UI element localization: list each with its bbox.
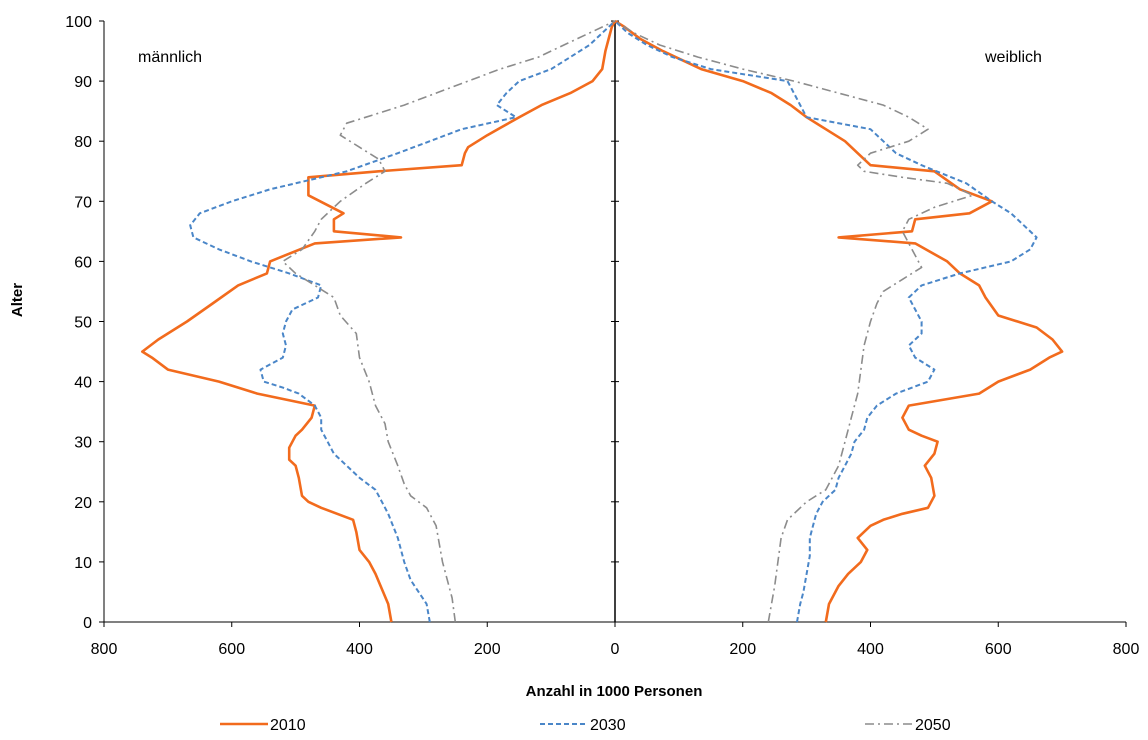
y-tick-label: 100	[65, 14, 92, 31]
labels: männlich weiblich Anzahl in 1000 Persone…	[9, 49, 1042, 700]
x-tick-label: 600	[985, 641, 1012, 658]
y-tick-label: 90	[74, 74, 92, 91]
axes: 0 10 20 30 40 50 60 70 80 90 100 800 600 400 200 0 200 40…	[65, 14, 1139, 658]
series-2050-male-line	[281, 20, 616, 623]
series-layer	[141, 19, 1064, 623]
legend-label-2030: 2030	[590, 717, 626, 734]
x-tick-label: 800	[1113, 641, 1140, 658]
series-2030-male-line	[189, 20, 616, 623]
x-tick-label: 400	[346, 641, 373, 658]
y-tick-label: 40	[74, 375, 92, 392]
y-tick-label: 80	[74, 134, 92, 151]
y-tick-label: 0	[83, 615, 92, 632]
male-annotation: männlich	[138, 49, 202, 66]
series-2010-male-line	[141, 20, 617, 623]
x-tick-label: 200	[474, 641, 501, 658]
series-2030-female-line	[614, 20, 1038, 623]
y-tick-label: 20	[74, 495, 92, 512]
y-tick-label: 50	[74, 315, 92, 332]
y-tick-label: 70	[74, 194, 92, 211]
y-axis-title: Alter	[9, 283, 26, 317]
legend-label-2050: 2050	[915, 717, 951, 734]
series-2050-female-line	[614, 20, 974, 623]
y-tick-label: 10	[74, 555, 92, 572]
legend: 2010 2030 2050	[220, 717, 951, 734]
y-tick-label: 30	[74, 435, 92, 452]
x-tick-label: 800	[91, 641, 118, 658]
x-tick-label: 400	[857, 641, 884, 658]
series-2010-female-line	[614, 19, 1064, 623]
x-axis-title: Anzahl in 1000 Personen	[526, 683, 703, 700]
x-tick-label: 200	[729, 641, 756, 658]
female-annotation: weiblich	[984, 49, 1042, 66]
y-tick-label: 60	[74, 254, 92, 271]
x-tick-label: 0	[611, 641, 620, 658]
x-tick-label: 600	[218, 641, 245, 658]
legend-label-2010: 2010	[270, 717, 306, 734]
